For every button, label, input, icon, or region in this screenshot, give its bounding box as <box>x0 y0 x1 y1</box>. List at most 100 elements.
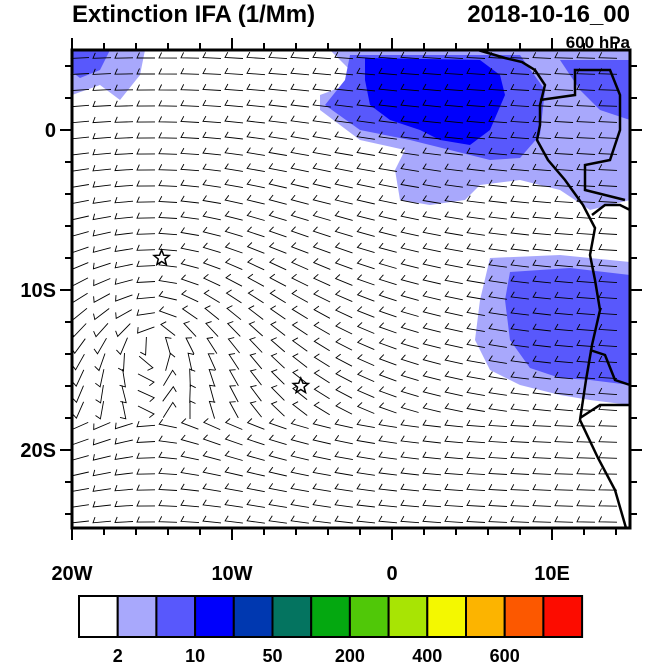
wind-barb <box>202 131 222 140</box>
wind-barb <box>136 196 156 203</box>
wind-barb <box>532 259 552 268</box>
wind-barb <box>269 305 286 320</box>
wind-barb <box>356 499 375 508</box>
wind-barb <box>488 387 507 396</box>
colorbar-label: 400 <box>412 646 442 666</box>
wind-barb <box>554 243 574 252</box>
wind-barb <box>224 466 243 477</box>
wind-barb <box>576 52 596 59</box>
wind-barb <box>378 386 397 398</box>
wind-barb <box>510 147 530 156</box>
wind-barb <box>422 499 442 508</box>
wind-barb <box>246 210 265 221</box>
wind-barb <box>444 259 463 269</box>
wind-barb <box>136 276 156 283</box>
wind-barb <box>576 500 596 507</box>
wind-barb <box>400 306 419 317</box>
wind-barb <box>202 418 221 431</box>
wind-barb <box>488 227 507 236</box>
wind-barb <box>246 450 265 461</box>
wind-barb <box>356 419 375 429</box>
wind-barb <box>334 435 353 445</box>
wind-barb <box>466 515 486 523</box>
wind-barb <box>268 257 287 271</box>
wind-barb <box>444 307 463 317</box>
wind-barb <box>378 290 397 302</box>
wind-barb <box>246 483 265 493</box>
wind-barb <box>268 450 287 461</box>
wind-barb <box>158 243 178 252</box>
wind-barb <box>290 51 310 60</box>
wind-barb <box>532 99 552 107</box>
wind-barb <box>466 179 485 188</box>
wind-barb <box>488 243 507 252</box>
wind-barb <box>291 273 309 287</box>
wind-barb <box>72 401 85 420</box>
wind-barb <box>510 516 530 523</box>
wind-barb <box>488 355 507 364</box>
wind-barb <box>92 213 111 221</box>
wind-barb <box>378 226 397 237</box>
wind-barb <box>488 147 508 156</box>
wind-barb <box>378 306 397 318</box>
wind-barb <box>225 273 243 287</box>
wind-barb <box>246 434 265 446</box>
wind-barb <box>290 131 309 140</box>
wind-barb <box>356 274 375 286</box>
wind-barb <box>532 436 552 443</box>
wind-barb <box>268 67 288 76</box>
colorbar-box <box>155 595 197 638</box>
wind-barb <box>356 226 375 237</box>
wind-barb <box>356 83 376 92</box>
wind-barb <box>225 289 242 304</box>
wind-barb <box>356 338 375 351</box>
wind-barb <box>400 419 419 428</box>
wind-barb <box>532 83 552 91</box>
wind-barb <box>400 131 419 140</box>
wind-barb <box>158 516 178 523</box>
wind-barb <box>114 180 134 188</box>
wind-barb <box>444 227 463 236</box>
wind-barb <box>158 499 178 507</box>
wind-barb <box>158 84 178 91</box>
wind-barb <box>554 339 574 348</box>
wind-barb <box>202 242 221 254</box>
wind-barb <box>466 499 486 507</box>
colorbar-box <box>232 595 274 638</box>
wind-barb <box>92 68 112 75</box>
wind-barb <box>532 131 552 140</box>
wind-barb <box>246 51 266 60</box>
wind-barb <box>488 403 507 412</box>
wind-barb <box>158 52 178 59</box>
wind-barb <box>208 400 216 419</box>
wind-barb <box>576 259 596 268</box>
wind-barb <box>400 386 419 398</box>
wind-barb <box>400 451 419 460</box>
wind-barb <box>268 147 287 156</box>
colorbar-box <box>387 595 429 638</box>
wind-barb <box>510 484 530 491</box>
wind-barb <box>114 278 133 285</box>
wind-barb <box>576 339 596 348</box>
wind-barb <box>488 371 507 380</box>
wind-barb <box>466 387 485 397</box>
country-border <box>589 348 631 387</box>
wind-barb <box>92 516 112 524</box>
wind-barb <box>422 419 441 428</box>
wind-barb <box>290 434 309 445</box>
wind-barb <box>92 438 111 446</box>
wind-barb <box>466 307 485 317</box>
wind-barb <box>268 515 287 524</box>
wind-barb <box>576 484 596 491</box>
wind-barb <box>246 418 265 430</box>
wind-barb <box>202 211 221 221</box>
wind-barb <box>71 307 88 321</box>
wind-barb <box>290 226 309 238</box>
wind-barb <box>422 483 442 492</box>
wind-barb <box>71 369 85 388</box>
colorbar-box <box>542 595 584 638</box>
wind-barb <box>532 339 551 348</box>
wind-barb <box>510 52 530 59</box>
wind-barb <box>554 195 574 204</box>
wind-barb <box>400 338 419 350</box>
